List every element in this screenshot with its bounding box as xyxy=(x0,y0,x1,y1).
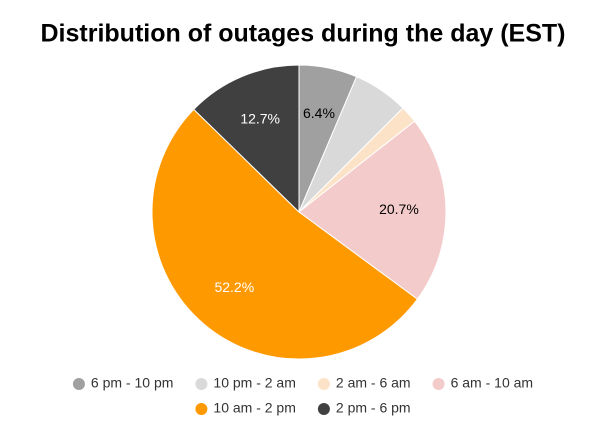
legend-marker xyxy=(432,378,445,390)
legend-marker xyxy=(317,403,330,415)
data-label: 12.7% xyxy=(240,111,280,127)
legend-marker xyxy=(317,378,330,390)
chart-title: Distribution of outages during the day (… xyxy=(41,20,566,48)
legend-label: 2 pm - 6 pm xyxy=(336,400,411,416)
data-label: 6.4% xyxy=(303,105,335,121)
data-label: 20.7% xyxy=(379,201,419,217)
data-label: 52.2% xyxy=(214,279,254,295)
legend-marker xyxy=(72,378,85,390)
pie-slice xyxy=(151,108,419,360)
pie-slice xyxy=(193,64,300,214)
pie-slice xyxy=(298,120,447,300)
legend-label: 10 am - 2 pm xyxy=(213,400,295,416)
legend-label: 6 am - 10 am xyxy=(451,375,533,391)
legend-label: 6 pm - 10 pm xyxy=(91,375,173,391)
legend-label: 2 am - 6 am xyxy=(336,375,411,391)
legend-marker xyxy=(195,378,208,390)
legend-marker xyxy=(195,403,208,415)
legend-label: 10 pm - 2 am xyxy=(213,375,295,391)
